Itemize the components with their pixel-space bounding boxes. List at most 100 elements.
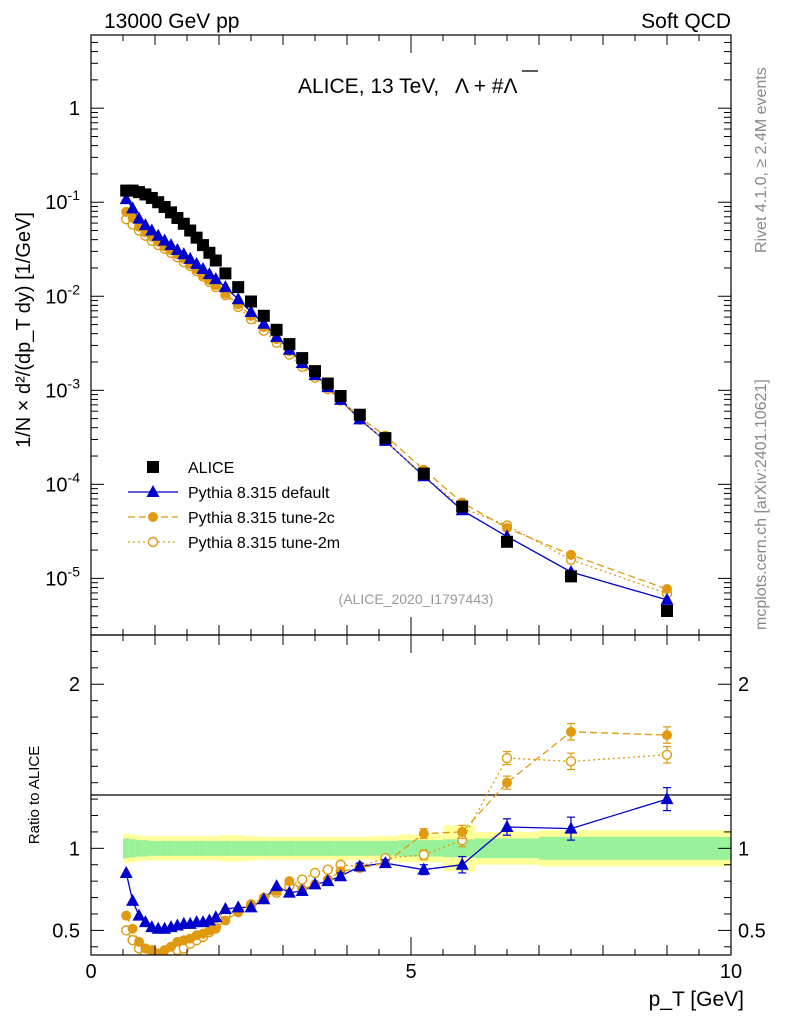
- main-line-2: [125, 211, 668, 590]
- ratio-axis-ticks: [90, 635, 732, 955]
- ratio-point-0: [500, 820, 514, 832]
- main-point-1: [244, 305, 258, 318]
- main-y-tick-label: 10-3: [45, 375, 80, 402]
- main-point-0: [203, 246, 216, 259]
- ratio-band-inner: [180, 840, 187, 856]
- main-point-0: [309, 365, 321, 378]
- ratio-point-0: [257, 892, 271, 905]
- ratio-point-1: [662, 730, 672, 741]
- main-point-0: [501, 535, 513, 548]
- ratio-point-1: [220, 915, 231, 926]
- ratio-point-0: [378, 856, 392, 869]
- main-point-2: [502, 523, 512, 534]
- main-point-1: [158, 233, 172, 246]
- ratio-point-0: [209, 910, 223, 923]
- ratio-band-inner: [193, 840, 200, 856]
- x-tick-label: 5: [405, 961, 416, 983]
- main-y-axis-title: 1/N × d²/(dp_T dy) [1/GeV]: [13, 212, 35, 448]
- x-tick-label: 10: [720, 961, 742, 983]
- ratio-band-inner: [129, 839, 136, 858]
- main-y-tick-label: 10-4: [45, 469, 80, 496]
- ratio-y-tick-label-right: 2: [738, 674, 749, 696]
- ratio-point-2: [322, 864, 333, 875]
- main-point-1: [183, 251, 197, 264]
- ratio-point-1: [566, 726, 576, 737]
- ratio-point-1: [127, 923, 138, 934]
- ratio-band-inner: [161, 840, 168, 856]
- ratio-band-inner: [174, 840, 181, 856]
- ratio-band-inner: [257, 840, 271, 856]
- ratio-point-2: [297, 874, 308, 885]
- main-point-0: [565, 570, 577, 583]
- main-point-1: [138, 218, 152, 231]
- ratio-point-0: [244, 900, 258, 913]
- header-right: Soft QCD: [641, 10, 731, 33]
- rivet-label: Rivet 4.1.0, ≥ 2.4M events: [753, 67, 770, 253]
- main-point-1: [126, 201, 140, 214]
- mcplots-label: mcplots.cern.ch [arXiv:2401.10621]: [753, 379, 770, 630]
- plot-title-particles: Λ + #Λ: [455, 75, 518, 98]
- ratio-point-0: [321, 874, 335, 887]
- main-point-0: [270, 323, 283, 336]
- main-point-0: [379, 432, 392, 445]
- ratio-band-inner: [372, 840, 399, 856]
- main-y-tick-labels: 1 10-1 10-2 10-3 10-4 10-5: [45, 98, 80, 590]
- ratio-band-inner: [219, 840, 232, 856]
- ratio-point-2: [501, 752, 513, 764]
- ratio-point-0: [282, 885, 296, 898]
- header-left: 13000 GeV pp: [104, 10, 239, 33]
- main-point-0: [283, 338, 296, 351]
- main-point-0: [209, 254, 222, 267]
- ratio-band-inner: [295, 840, 309, 856]
- ratio-point-2: [418, 849, 429, 861]
- main-y-tick-label: 1: [69, 98, 80, 120]
- ratio-band-inner: [135, 840, 143, 857]
- legend-label: Pythia 8.315 tune-2c: [188, 510, 335, 527]
- ratio-band-inner: [244, 840, 258, 856]
- plot-title: ALICE, 13 TeV, Λ + #Λ: [298, 70, 538, 98]
- main-point-1: [209, 272, 223, 285]
- ratio-band-inner: [206, 840, 213, 856]
- ratio-point-0: [334, 869, 348, 882]
- main-point-2: [662, 584, 672, 595]
- ratio-point-0: [119, 865, 133, 878]
- main-point-0: [232, 281, 245, 294]
- ratio-point-1: [457, 826, 468, 837]
- ratio-y-tick-label-left: 1: [69, 838, 80, 860]
- ratio-x-tick-labels: 0 5 10: [85, 961, 742, 983]
- main-point-1: [170, 243, 184, 256]
- ratio-point-2: [309, 867, 321, 879]
- ratio-point-0: [295, 884, 309, 896]
- main-point-1: [119, 192, 133, 205]
- ratio-point-0: [308, 877, 322, 890]
- main-point-0: [417, 467, 430, 480]
- ratio-point-0: [231, 900, 245, 913]
- ratio-band-inner: [270, 840, 283, 856]
- ratio-band-inner: [231, 840, 245, 856]
- main-point-0: [257, 309, 270, 322]
- main-y-axis-label: 1/N × d²/(dp_T dy) [1/GeV]: [13, 212, 35, 448]
- ratio-band-inner: [334, 840, 347, 856]
- main-point-1: [196, 261, 210, 274]
- main-y-tick-label: 10-1: [45, 187, 80, 214]
- main-y-tick-label: 10-5: [45, 563, 80, 590]
- main-axis-ticks: [90, 34, 732, 635]
- plot-title-main: ALICE, 13 TeV,: [298, 75, 439, 98]
- main-point-1: [164, 238, 178, 251]
- ratio-point-1: [502, 777, 512, 788]
- legend-marker: [147, 536, 159, 548]
- ratio-band-inner: [603, 836, 731, 860]
- ratio-band-inner: [475, 838, 539, 859]
- main-point-1: [145, 223, 159, 236]
- main-point-0: [219, 267, 232, 280]
- main-point-1: [202, 267, 216, 280]
- ratio-y-tick-labels: 0.5 0.5 1 1 2 2: [52, 674, 766, 942]
- ratio-band-inner: [212, 840, 219, 856]
- ratio-band-inner: [155, 840, 162, 856]
- ratio-point-0: [202, 913, 216, 926]
- main-point-1: [257, 316, 271, 329]
- main-point-0: [456, 500, 469, 513]
- legend-marker: [146, 485, 160, 497]
- main-point-0: [353, 408, 366, 421]
